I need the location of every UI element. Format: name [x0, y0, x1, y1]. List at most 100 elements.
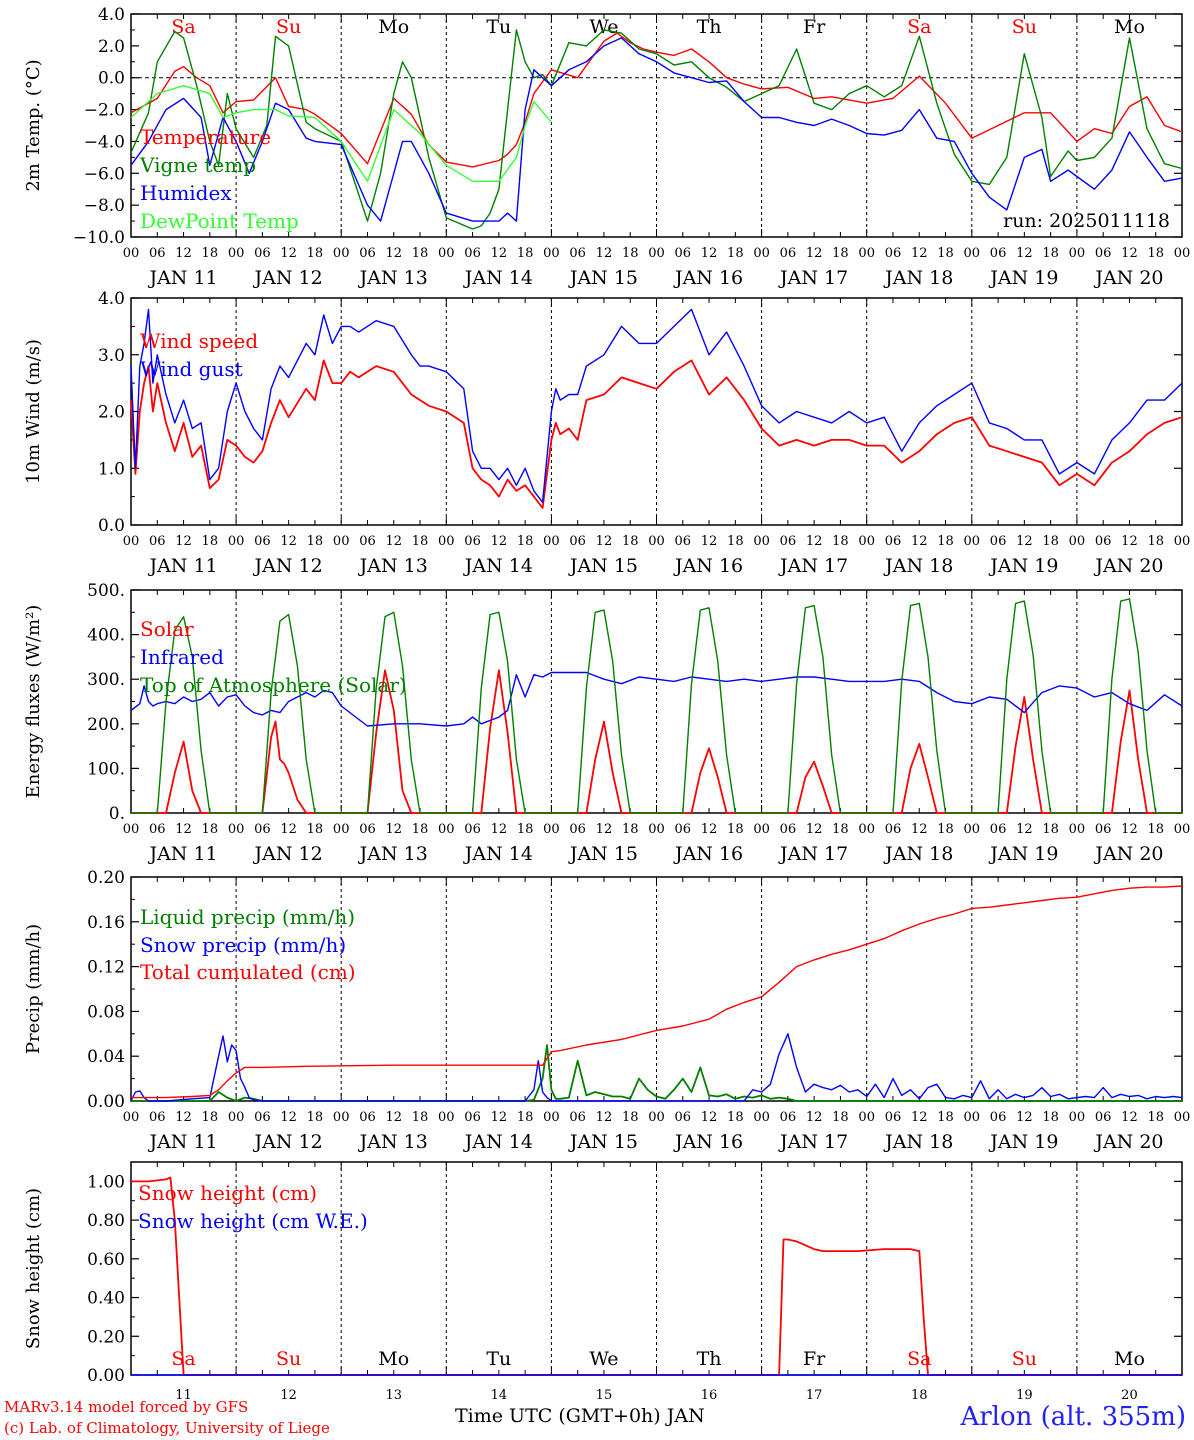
y-tick-label: −4.0 [84, 132, 125, 152]
x-day-label: JAN 19 [988, 843, 1058, 865]
x-hour-label: 12 [596, 1110, 613, 1125]
x-hour-label: 06 [1095, 1110, 1112, 1125]
x-hour-label: 12 [806, 1110, 823, 1125]
x-day-number: 19 [1016, 1388, 1033, 1403]
x-hour-label: 06 [675, 822, 692, 837]
x-hour-label: 12 [280, 534, 297, 549]
x-hour-label: 06 [254, 246, 271, 261]
y-tick-label: 2.0 [98, 403, 125, 423]
weekday-label: Mo [378, 1348, 409, 1370]
x-hour-label: 06 [675, 534, 692, 549]
x-hour-label: 18 [1147, 822, 1164, 837]
legend-entry: Humidex [140, 181, 232, 205]
legend-entry: DewPoint Temp [140, 209, 299, 233]
x-hour-label: 00 [438, 1110, 455, 1125]
x-hour-label: 18 [307, 534, 324, 549]
x-day-label: JAN 17 [778, 267, 848, 289]
y-tick-label: 3.0 [98, 346, 125, 366]
y-tick-label: 1.0 [98, 459, 125, 479]
x-hour-label: 18 [517, 822, 534, 837]
x-day-label: JAN 11 [147, 555, 217, 577]
x-hour-label: 18 [937, 822, 954, 837]
x-day-label: JAN 16 [673, 267, 743, 289]
x-hour-label: 12 [1016, 1110, 1033, 1125]
x-day-label: JAN 18 [883, 555, 953, 577]
x-day-label: JAN 11 [147, 1131, 217, 1153]
x-hour-label: 12 [911, 1110, 928, 1125]
x-hour-label: 06 [1095, 822, 1112, 837]
legend-entry: Snow height (cm W.E.) [138, 1209, 368, 1233]
x-day-label: JAN 18 [883, 267, 953, 289]
legend-entry: Solar [140, 617, 194, 641]
x-day-number: 17 [806, 1388, 823, 1403]
x-hour-label: 00 [753, 822, 770, 837]
legend-entry: Wind speed [140, 329, 258, 353]
legend-entry: Liquid precip (mm/h) [140, 905, 355, 929]
x-hour-label: 18 [1147, 246, 1164, 261]
x-day-label: JAN 16 [673, 843, 743, 865]
x-hour-label: 12 [1121, 822, 1138, 837]
x-hour-label: 18 [937, 1110, 954, 1125]
x-hour-label: 00 [228, 534, 245, 549]
weekday-label: Fr [803, 16, 826, 38]
x-hour-label: 12 [175, 246, 192, 261]
x-hour-label: 06 [254, 1110, 271, 1125]
y-axis-title: Precip (mm/h) [23, 924, 44, 1054]
x-day-number: 16 [701, 1388, 718, 1403]
series-line-temperature [130, 32, 1183, 168]
x-hour-label: 06 [990, 822, 1007, 837]
time-axis-label: Time UTC (GMT+0h) JAN [455, 1405, 705, 1427]
x-hour-label: 18 [937, 534, 954, 549]
x-hour-label: 06 [1095, 534, 1112, 549]
y-tick-label: 0.80 [87, 1211, 125, 1231]
x-hour-label: 06 [885, 246, 902, 261]
legend-entry: Total cumulated (cm) [140, 960, 356, 984]
x-hour-label: 12 [175, 534, 192, 549]
y-tick-label: −2.0 [84, 101, 125, 121]
x-hour-label: 00 [1069, 246, 1086, 261]
y-tick-label: −10.0 [73, 228, 125, 248]
x-hour-label: 18 [202, 246, 219, 261]
x-hour-label: 18 [412, 822, 429, 837]
x-hour-label: 12 [806, 534, 823, 549]
x-hour-label: 18 [622, 246, 639, 261]
x-day-label: JAN 14 [463, 843, 533, 865]
x-day-label: JAN 12 [253, 1131, 323, 1153]
y-axis-title: Energy fluxes (W/m²) [23, 605, 44, 799]
x-hour-label: 12 [911, 534, 928, 549]
x-day-label: JAN 15 [568, 555, 638, 577]
x-hour-label: 06 [569, 534, 586, 549]
x-hour-label: 18 [937, 246, 954, 261]
legend-entry: Snow height (cm) [138, 1181, 317, 1205]
x-hour-label: 06 [359, 246, 376, 261]
series-line-humidex [130, 37, 1183, 222]
x-day-number: 11 [175, 1388, 192, 1403]
weekday-label: Sa [907, 1348, 931, 1370]
model-credit: MARv3.14 model forced by GFS [4, 1398, 249, 1416]
weekday-label: Fr [803, 1348, 826, 1370]
x-hour-label: 00 [333, 534, 350, 549]
y-tick-label: 0.0 [98, 69, 125, 89]
y-tick-label: −8.0 [84, 196, 125, 216]
x-hour-label: 18 [1042, 534, 1059, 549]
x-hour-label: 06 [990, 534, 1007, 549]
series-line-wind-gust [130, 308, 1183, 503]
x-day-number: 15 [596, 1388, 613, 1403]
weekday-label: Mo [378, 16, 409, 38]
x-hour-label: 00 [964, 246, 981, 261]
series-line-vigne-temp [130, 29, 1183, 230]
x-hour-label: 18 [1042, 822, 1059, 837]
lab-credit: (c) Lab. of Climatology, University of L… [4, 1419, 330, 1437]
x-hour-label: 12 [491, 534, 508, 549]
y-tick-label: 0.16 [87, 913, 125, 933]
x-hour-label: 18 [202, 822, 219, 837]
y-tick-label: −6.0 [84, 164, 125, 184]
x-hour-label: 18 [517, 1110, 534, 1125]
legend-entry: Wind gust [140, 357, 243, 381]
x-hour-label: 06 [1095, 246, 1112, 261]
x-hour-label: 06 [990, 246, 1007, 261]
x-hour-label: 00 [858, 246, 875, 261]
y-tick-label: 0. [109, 804, 125, 824]
x-hour-label: 12 [491, 246, 508, 261]
x-hour-label: 00 [333, 246, 350, 261]
